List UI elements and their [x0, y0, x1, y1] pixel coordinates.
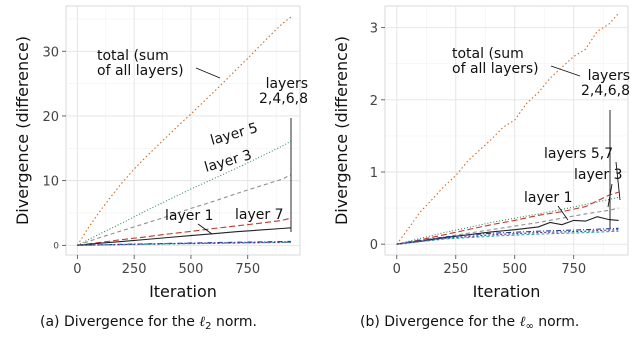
- series-line: [396, 12, 620, 245]
- plot-area: [384, 5, 629, 256]
- annotation-label: layers 2,4,6,8: [581, 68, 630, 99]
- annotation-line: 2,4,6,8: [581, 83, 630, 99]
- annotation-label: total (sum of all layers): [452, 46, 539, 77]
- series-line: [77, 227, 291, 246]
- annotation-line: total (sum: [97, 48, 169, 64]
- annotation-label: layers 5,7: [544, 146, 613, 162]
- y-tick-label: 10: [42, 175, 59, 190]
- annotation-line: layers: [266, 76, 308, 92]
- y-tick-label: 30: [42, 45, 59, 60]
- panel-a: 0 250 500 750 0 10 20 30 Iteration Divergence (di…: [13, 5, 308, 301]
- annotation-label: layer 1: [524, 190, 572, 206]
- series-line: [77, 241, 291, 246]
- annotation-label: layer 7: [235, 207, 283, 223]
- y-axis-title: Divergence (difference): [332, 36, 351, 225]
- y-tick-label: 2: [370, 94, 378, 109]
- caption-b: (b) Divergence for the ℓ∞ norm.: [360, 314, 579, 332]
- y-tick-label: 1: [370, 166, 378, 181]
- x-tick-label: 500: [179, 262, 204, 277]
- annotation-leader: [550, 65, 581, 77]
- y-tick-label: 20: [42, 110, 59, 125]
- y-tick-label: 0: [53, 241, 59, 251]
- annotation-line: total (sum: [452, 46, 524, 62]
- y-axis-title: Divergence (difference): [13, 36, 32, 225]
- caption-a-symbol: ℓ: [199, 314, 206, 330]
- annotation-leader: [615, 161, 621, 201]
- y-tick-label: 3: [370, 22, 378, 37]
- x-tick-label: 0: [393, 262, 401, 277]
- annotation-line: of all layers): [97, 63, 184, 79]
- x-tick-label: 500: [502, 262, 527, 277]
- annotation-line: layer 1: [165, 208, 213, 224]
- series-line: [77, 140, 292, 246]
- x-axis-title: Iteration: [473, 282, 541, 301]
- series-line: [396, 227, 619, 245]
- annotation-label: layer 3: [574, 167, 622, 183]
- annotation-leader: [197, 223, 213, 235]
- annotation-line: layers 5,7: [544, 146, 613, 162]
- x-tick-label: 0: [73, 262, 81, 277]
- caption-b-prefix: (b) Divergence for the: [360, 314, 520, 330]
- caption-a-suffix: norm.: [211, 314, 258, 330]
- annotation-label: layer 1: [165, 208, 213, 224]
- x-tick-label: 250: [122, 262, 147, 277]
- caption-a: (a) Divergence for the ℓ2 norm.: [40, 314, 257, 332]
- panel-b: 0 250 500 750 0 1 2 3 Iteration Divergence (diffe…: [332, 5, 630, 301]
- x-tick-label: 750: [235, 262, 260, 277]
- annotation-leader: [557, 205, 569, 221]
- annotation-label: total (sum of all layers): [97, 48, 184, 79]
- annotation-leader: [607, 183, 613, 208]
- x-tick-label: 250: [443, 262, 468, 277]
- series-line: [77, 217, 292, 246]
- annotation-line: layer 3: [574, 167, 622, 183]
- annotation-line: 2,4,6,8: [259, 91, 308, 107]
- x-tick-label: 750: [561, 262, 586, 277]
- series-line: [77, 174, 292, 246]
- annotation-line: layer 7: [235, 207, 283, 223]
- series-line: [396, 207, 619, 245]
- x-axis-title: Iteration: [149, 282, 217, 301]
- caption-b-symbol: ℓ: [519, 314, 526, 330]
- series-line: [396, 191, 619, 245]
- annotation-label: layers 2,4,6,8: [259, 76, 308, 107]
- plot-area: [65, 5, 301, 256]
- annotation-leader: [195, 67, 221, 79]
- caption-a-prefix: (a) Divergence for the: [40, 314, 200, 330]
- series-line: [396, 196, 619, 245]
- annotation-line: layers: [588, 68, 630, 84]
- annotation-line: layer 1: [524, 190, 572, 206]
- caption-a-subscript: 2: [205, 321, 212, 332]
- annotation-line: of all layers): [452, 61, 539, 77]
- caption-b-subscript: ∞: [525, 321, 534, 332]
- caption-b-suffix: norm.: [533, 314, 580, 330]
- y-tick-label: 0: [370, 238, 378, 253]
